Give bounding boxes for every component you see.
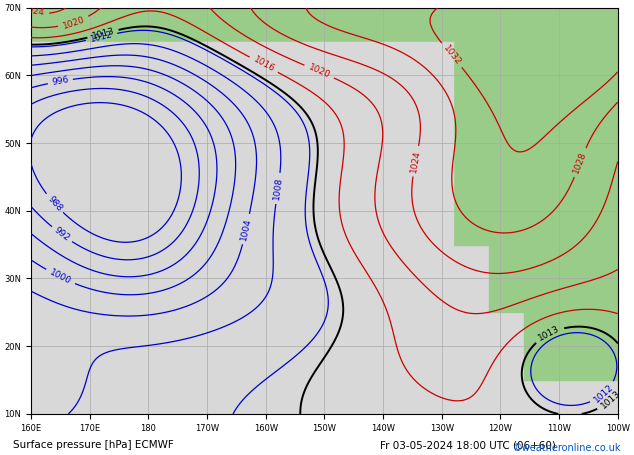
Text: 1024: 1024 (409, 149, 422, 173)
Text: 1000: 1000 (48, 268, 73, 286)
Text: 988: 988 (46, 194, 63, 213)
Text: Fr 03-05-2024 18:00 UTC (06+60): Fr 03-05-2024 18:00 UTC (06+60) (380, 440, 556, 450)
Text: 1028: 1028 (572, 150, 588, 175)
Text: Surface pressure [hPa] ECMWF: Surface pressure [hPa] ECMWF (13, 440, 174, 450)
Text: 1012: 1012 (89, 30, 113, 44)
Text: 1012: 1012 (592, 383, 615, 404)
Text: 1032: 1032 (441, 44, 462, 67)
Text: 1013: 1013 (599, 389, 622, 411)
Text: 1024: 1024 (22, 5, 45, 18)
Text: ©weatheronline.co.uk: ©weatheronline.co.uk (513, 443, 621, 453)
Text: 1008: 1008 (272, 177, 284, 201)
Text: 1013: 1013 (91, 26, 115, 41)
Bar (31, 41, 453, 414)
Text: 1020: 1020 (307, 63, 332, 80)
Text: 1013: 1013 (537, 324, 561, 343)
Text: 1020: 1020 (61, 15, 86, 30)
Text: 1016: 1016 (252, 55, 276, 74)
Text: 1004: 1004 (239, 217, 253, 241)
Text: 992: 992 (52, 226, 71, 243)
Text: 996: 996 (51, 76, 70, 87)
